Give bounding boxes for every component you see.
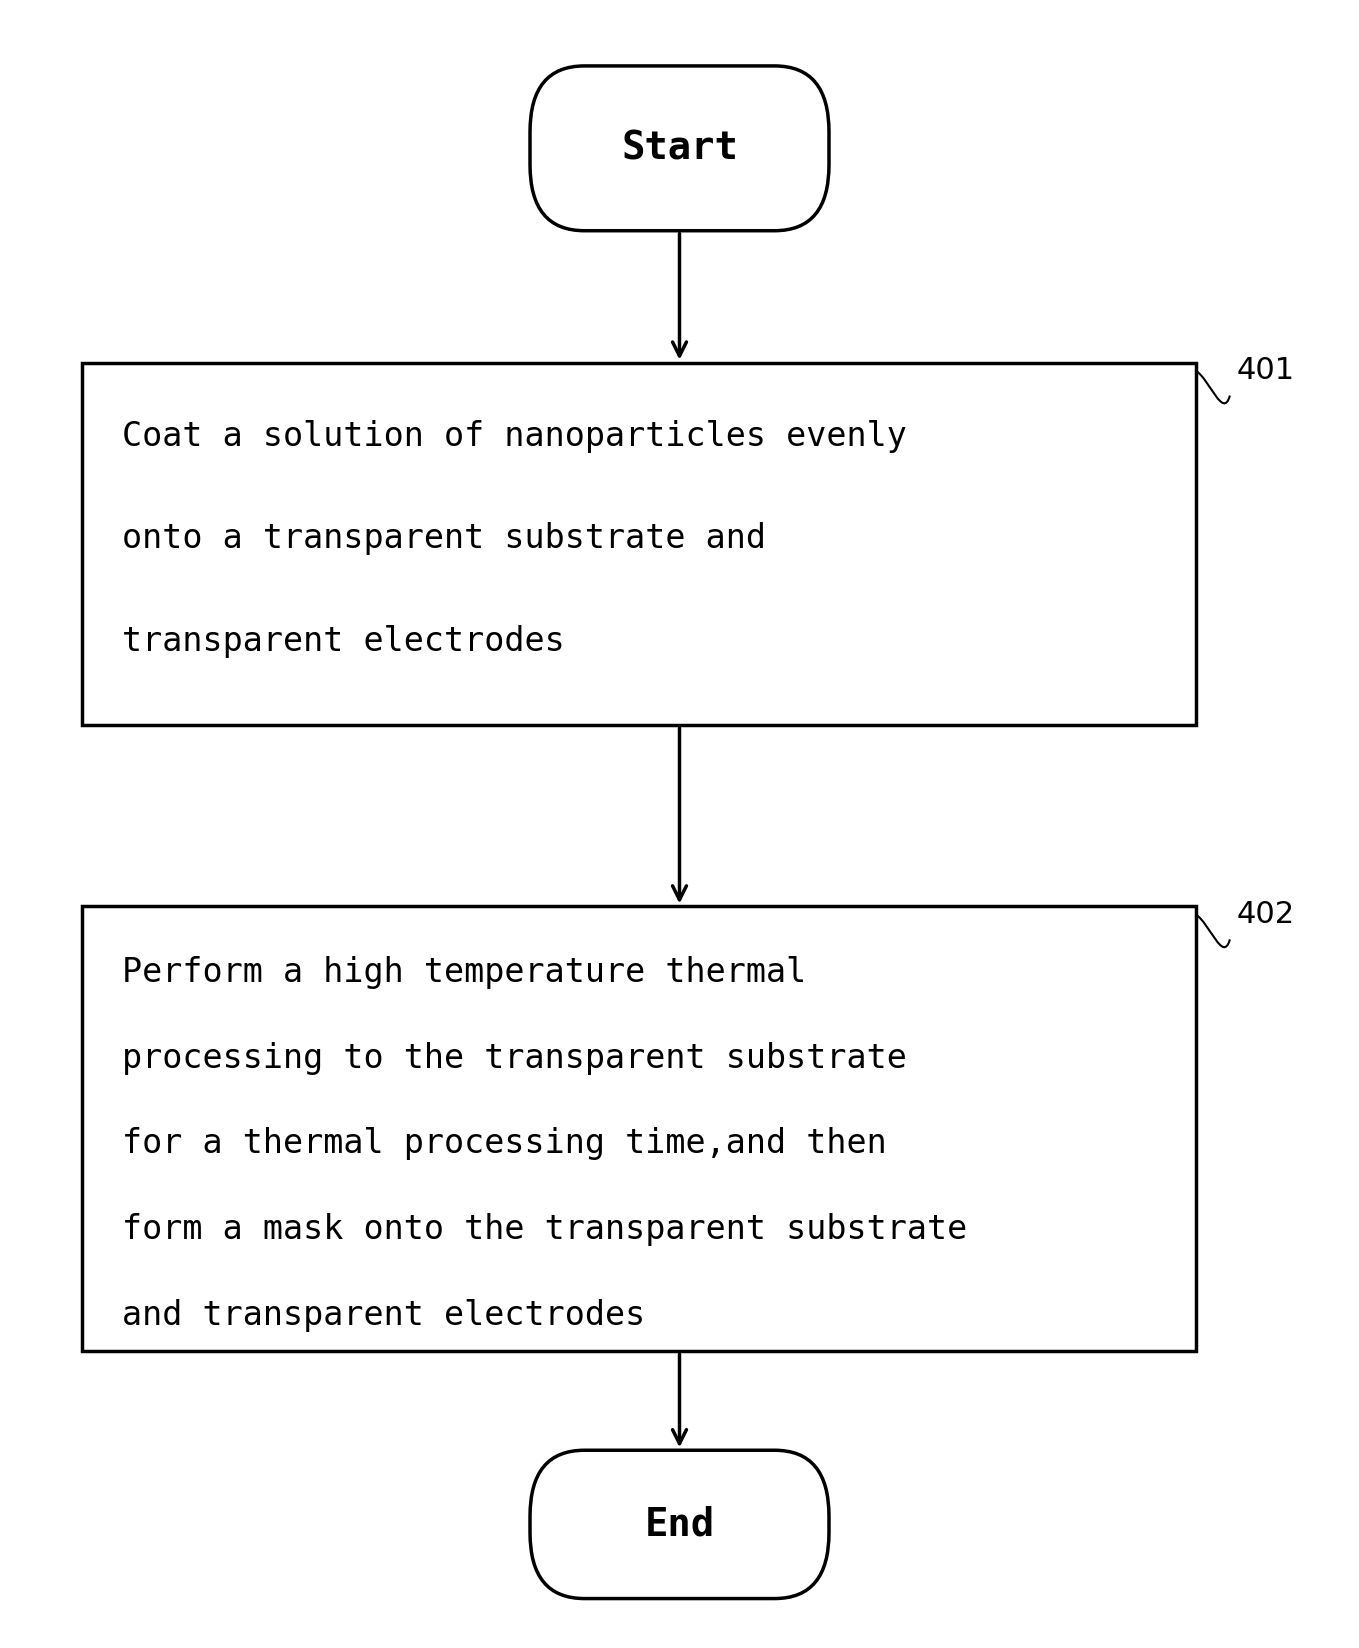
FancyBboxPatch shape <box>530 66 829 231</box>
Text: End: End <box>644 1505 715 1544</box>
Text: 402: 402 <box>1237 900 1295 929</box>
Bar <box>82 363 1196 725</box>
Text: Perform a high temperature thermal: Perform a high temperature thermal <box>122 956 806 989</box>
Text: onto a transparent substrate and: onto a transparent substrate and <box>122 522 766 555</box>
Text: 401: 401 <box>1237 356 1295 386</box>
Text: and transparent electrodes: and transparent electrodes <box>122 1299 646 1332</box>
Text: processing to the transparent substrate: processing to the transparent substrate <box>122 1042 908 1074</box>
Text: transparent electrodes: transparent electrodes <box>122 625 565 658</box>
Text: form a mask onto the transparent substrate: form a mask onto the transparent substra… <box>122 1213 968 1246</box>
Text: for a thermal processing time,and then: for a thermal processing time,and then <box>122 1127 887 1160</box>
Bar <box>82 906 1196 1351</box>
Text: Coat a solution of nanoparticles evenly: Coat a solution of nanoparticles evenly <box>122 420 908 453</box>
Text: Start: Start <box>621 129 738 168</box>
FancyBboxPatch shape <box>530 1450 829 1599</box>
